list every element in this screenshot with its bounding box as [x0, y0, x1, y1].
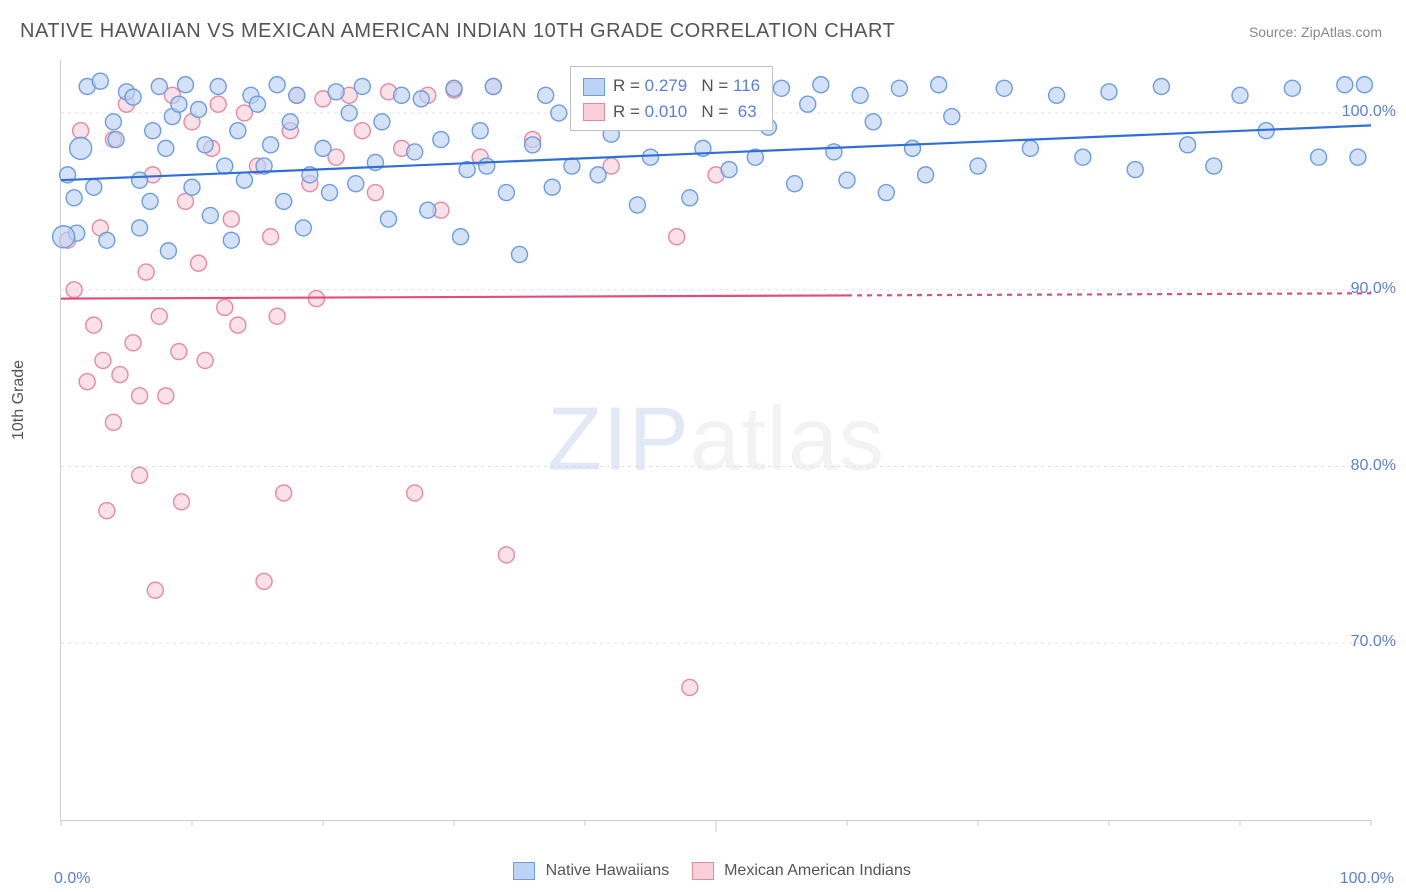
y-tick-80: 80.0%: [1351, 457, 1396, 475]
source-attribution: Source: ZipAtlas.com: [1249, 24, 1382, 40]
bottom-swatch-series2: [692, 862, 714, 880]
n-value-series1: 116: [733, 76, 760, 95]
r-value-series2: 0.010: [645, 102, 688, 121]
chart-title: NATIVE HAWAIIAN VS MEXICAN AMERICAN INDI…: [20, 20, 895, 43]
bottom-swatch-series1: [513, 862, 535, 880]
stats-row-series1: R = 0.279 N = 116: [583, 73, 760, 99]
r-value-series1: 0.279: [645, 76, 688, 95]
y-tick-90: 90.0%: [1351, 280, 1396, 298]
y-tick-70: 70.0%: [1351, 633, 1396, 651]
plot-area: ZIPatlas: [60, 60, 1371, 821]
n-value-series2: 63: [738, 102, 757, 121]
chart-container: NATIVE HAWAIIAN VS MEXICAN AMERICAN INDI…: [0, 0, 1406, 892]
y-axis-label: 10th Grade: [10, 360, 28, 440]
bottom-label-series2: Mexican American Indians: [724, 862, 911, 879]
stats-legend-box: R = 0.279 N = 116 R = 0.010 N = 63: [570, 66, 773, 131]
stats-row-series2: R = 0.010 N = 63: [583, 99, 760, 125]
bottom-label-series1: Native Hawaiians: [546, 862, 670, 879]
bottom-legend: Native Hawaiians Mexican American Indian…: [0, 862, 1406, 880]
swatch-series2: [583, 103, 605, 121]
y-tick-100: 100.0%: [1342, 103, 1396, 121]
swatch-series1: [583, 78, 605, 96]
